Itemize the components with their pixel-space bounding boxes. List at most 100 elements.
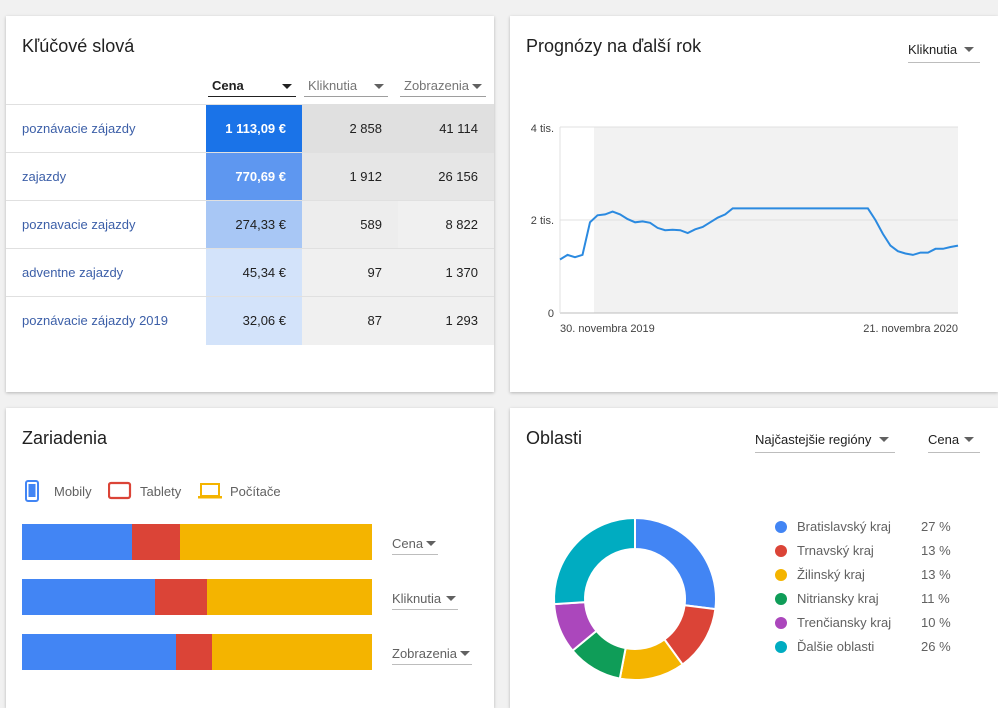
chevron-down-icon — [460, 651, 470, 656]
chevron-down-icon — [964, 437, 974, 442]
cost-cell: 32,06 € — [206, 297, 302, 345]
region-percent: 13 % — [921, 567, 951, 582]
forecast-line-chart: 4 tis. 2 tis. 0 30. novembra 2019 21. no… — [531, 123, 959, 335]
keywords-card: Kľúčové slová Cena Kliknutia Zobrazenia … — [6, 16, 494, 392]
x-start-label: 30. novembra 2019 — [560, 323, 655, 335]
region-percent: 13 % — [921, 543, 951, 558]
region-name: Ďalšie oblasti — [797, 639, 875, 654]
donut-slice[interactable] — [634, 516, 717, 611]
tablet-icon — [108, 481, 132, 500]
legend-label: Tablety — [140, 484, 182, 499]
cost-cell: 274,33 € — [206, 201, 302, 249]
chevron-down-icon — [879, 437, 889, 442]
laptop-icon — [198, 483, 222, 499]
cost-cell: 45,34 € — [206, 249, 302, 297]
bar-metric-dropdown[interactable]: Zobrazenia — [392, 644, 472, 665]
devices-title: Zariadenia — [22, 428, 108, 448]
bar-metric-dropdown[interactable]: Kliknutia — [392, 589, 458, 610]
region-legend-item[interactable]: Trenčiansky kraj 10 % — [775, 615, 975, 633]
bar-metric-dropdown[interactable]: Cena — [392, 534, 438, 555]
region-name: Trenčiansky kraj — [797, 615, 892, 630]
keyword-link[interactable]: poznávacie zájazdy 2019 — [22, 313, 168, 328]
keyword-link[interactable]: zajazdy — [22, 169, 67, 184]
column-header-cena[interactable]: Cena — [208, 76, 296, 97]
phone-icon — [25, 480, 39, 502]
bar-metric-label: Kliknutia — [392, 591, 442, 606]
regions-metric-dropdown[interactable]: Cena — [928, 428, 980, 453]
region-percent: 11 % — [921, 591, 950, 606]
clicks-cell: 1 912 — [302, 153, 398, 201]
keywords-table-header: Cena Kliknutia Zobrazenia — [6, 76, 494, 98]
column-header-label: Kliknutia — [308, 78, 358, 93]
chevron-down-icon — [426, 541, 436, 546]
clicks-cell: 87 — [302, 297, 398, 345]
column-header-kliknutia[interactable]: Kliknutia — [304, 76, 388, 97]
cost-cell: 770,69 € — [206, 153, 302, 201]
region-legend-item[interactable]: Ďalšie oblasti 26 % — [775, 639, 975, 657]
column-header-label: Cena — [212, 78, 244, 93]
mobily-segment — [22, 634, 176, 670]
table-row: poznávacie zájazdy 1 113,09 €2 858 41 114 — [6, 104, 494, 153]
impressions-cell: 1 370 — [398, 249, 494, 297]
clicks-cell: 589 — [302, 201, 398, 249]
y-tick-label: 4 tis. — [531, 123, 554, 135]
mobily-segment — [22, 524, 132, 560]
legend-color-dot — [775, 617, 787, 629]
region-legend-item[interactable]: Bratislavský kraj 27 % — [775, 519, 975, 537]
region-percent: 10 % — [921, 615, 951, 630]
regions-filter-dropdown-label: Najčastejšie regióny — [755, 432, 872, 447]
impressions-cell: 41 114 — [398, 105, 494, 153]
table-row: poznavacie zajazdy 274,33 €589 8 822 — [6, 200, 494, 249]
table-row: zajazdy 770,69 €1 912 26 156 — [6, 152, 494, 201]
sort-dropdown-icon — [282, 84, 292, 89]
bar-metric-label: Cena — [392, 536, 424, 551]
devices-card: Zariadenia Mobily Tablety Počítače Cena K… — [6, 408, 494, 708]
donut-slice[interactable] — [553, 516, 636, 606]
pocitace-segment — [180, 524, 372, 560]
pocitace-segment — [212, 634, 372, 670]
region-percent: 26 % — [921, 639, 951, 654]
region-name: Nitriansky kraj — [797, 591, 879, 606]
keyword-link[interactable]: poznávacie zájazdy — [22, 121, 136, 136]
legend-color-dot — [775, 593, 787, 605]
x-end-label: 21. novembra 2020 — [863, 323, 958, 335]
legend-color-dot — [775, 545, 787, 557]
tablety-segment — [155, 579, 207, 615]
forecast-metric-dropdown[interactable]: Kliknutia — [908, 38, 980, 63]
region-legend-item[interactable]: Žilinský kraj 13 % — [775, 567, 975, 585]
column-header-label: Zobrazenia — [404, 78, 470, 93]
region-legend-item[interactable]: Trnavský kraj 13 % — [775, 543, 975, 561]
column-header-zobrazenia[interactable]: Zobrazenia — [400, 76, 486, 97]
region-name: Bratislavský kraj — [797, 519, 891, 534]
regions-donut-chart — [553, 516, 717, 681]
clicks-cell: 2 858 — [302, 105, 398, 153]
regions-filter-dropdown[interactable]: Najčastejšie regióny — [755, 428, 895, 453]
impressions-cell: 1 293 — [398, 297, 494, 345]
y-tick-label: 2 tis. — [531, 215, 554, 227]
regions-title: Oblasti — [526, 428, 583, 448]
forecast-metric-dropdown-label: Kliknutia — [908, 42, 958, 57]
region-percent: 27 % — [921, 519, 951, 534]
tablety-segment — [176, 634, 212, 670]
region-legend-item[interactable]: Nitriansky kraj 11 % — [775, 591, 975, 609]
chevron-down-icon — [964, 47, 974, 52]
region-name: Trnavský kraj — [797, 543, 874, 558]
impressions-cell: 26 156 — [398, 153, 494, 201]
table-row: poznávacie zájazdy 2019 32,06 €87 1 293 — [6, 296, 494, 345]
forecast-card: Prognózy na ďalší rok Kliknutia 4 tis. 2… — [510, 16, 998, 392]
sort-dropdown-icon — [374, 84, 384, 89]
y-tick-label: 0 — [548, 308, 554, 320]
keyword-link[interactable]: poznavacie zajazdy — [22, 217, 136, 232]
regions-card: Oblasti Najčastejšie regióny Cena Bratis… — [510, 408, 998, 708]
keyword-link[interactable]: adventne zajazdy — [22, 265, 124, 280]
forecast-title: Prognózy na ďalší rok — [526, 36, 702, 56]
region-name: Žilinský kraj — [797, 567, 865, 582]
legend-label: Počítače — [230, 484, 281, 499]
mobily-segment — [22, 579, 155, 615]
impressions-cell: 8 822 — [398, 201, 494, 249]
legend-label: Mobily — [54, 484, 92, 499]
legend-color-dot — [775, 641, 787, 653]
pocitace-segment — [207, 579, 372, 615]
bar-metric-label: Zobrazenia — [392, 646, 458, 661]
chevron-down-icon — [446, 596, 456, 601]
